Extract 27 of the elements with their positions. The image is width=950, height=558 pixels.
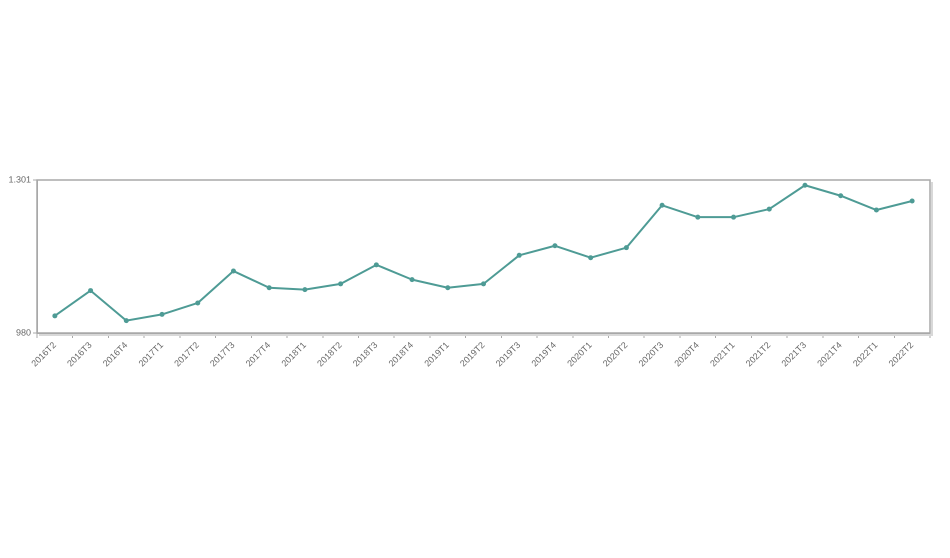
point <box>195 300 200 306</box>
point <box>624 245 629 250</box>
point <box>52 313 58 318</box>
point <box>516 252 522 258</box>
point <box>410 277 415 282</box>
y-tick-label: 1.301 <box>8 174 31 184</box>
point <box>124 318 129 324</box>
point <box>374 262 379 268</box>
point <box>695 214 700 220</box>
point <box>481 281 486 286</box>
point <box>230 268 236 274</box>
point <box>838 193 844 198</box>
point <box>874 208 879 213</box>
point <box>731 214 736 220</box>
point <box>766 206 772 212</box>
y-tick-label: 980 <box>16 327 31 338</box>
point <box>302 287 308 292</box>
point <box>802 182 808 188</box>
point <box>160 312 165 317</box>
point <box>588 255 594 260</box>
point <box>660 202 665 208</box>
point <box>266 285 272 290</box>
point <box>88 288 94 294</box>
point <box>445 285 450 290</box>
point <box>338 281 344 286</box>
point <box>910 198 915 204</box>
point <box>552 243 558 248</box>
